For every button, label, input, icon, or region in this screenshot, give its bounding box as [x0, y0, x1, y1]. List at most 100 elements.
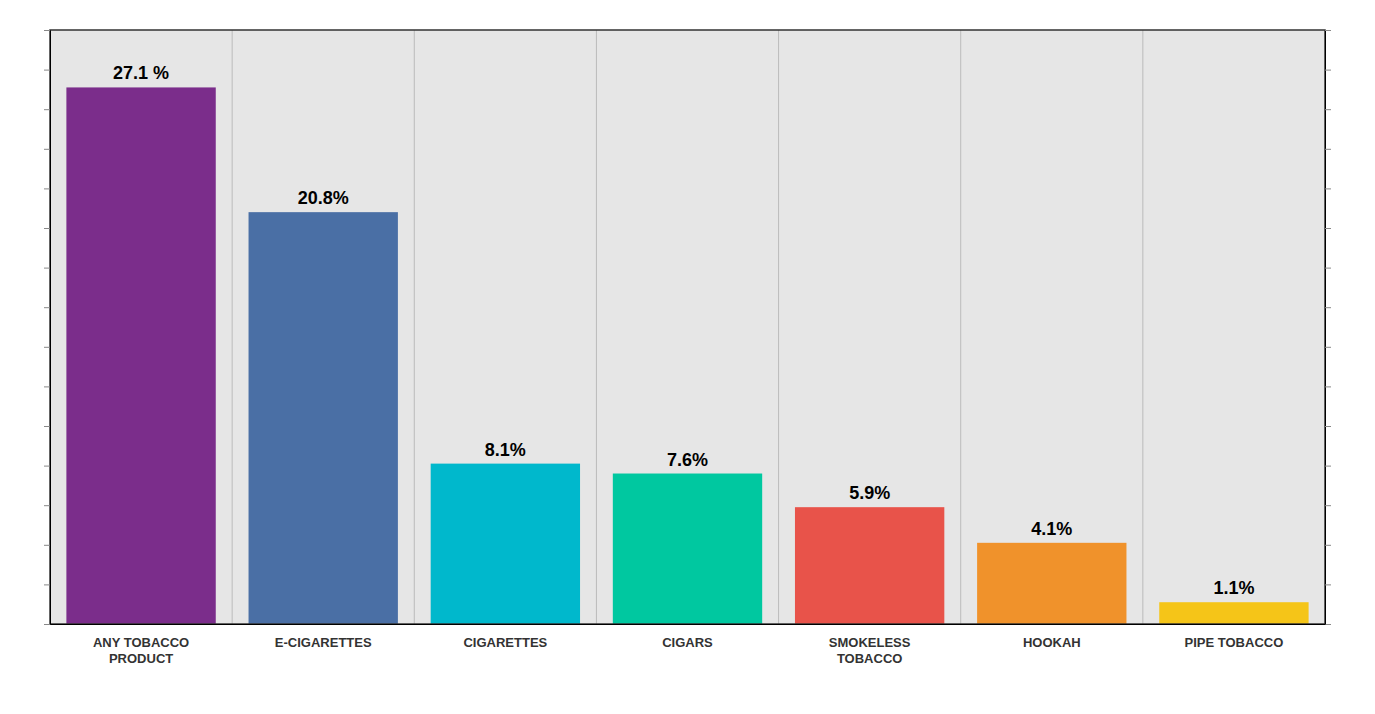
plot: ANY TOBACCOPRODUCT E-CIGARETTES CIGARETTES… [44, 30, 1331, 666]
tick-mark [1325, 347, 1331, 348]
plot-background [50, 30, 1325, 624]
tick-mark [1325, 386, 1331, 387]
separator [960, 30, 961, 624]
tick [44, 70, 50, 71]
tick [44, 347, 50, 348]
tick [44, 30, 50, 31]
tick [44, 505, 50, 506]
bar [66, 87, 215, 624]
data-label: 8.1% [485, 440, 526, 460]
axis-line [1325, 31, 1326, 625]
tick-mark [1325, 30, 1331, 31]
tick [1325, 386, 1331, 387]
bars [66, 87, 1308, 624]
tick-mark [1325, 505, 1331, 506]
x-axis: ANY TOBACCOPRODUCT E-CIGARETTES CIGARETTES… [51, 625, 1326, 666]
tick-mark [44, 466, 50, 467]
data-label: 5.9% [849, 483, 890, 503]
tick [44, 109, 50, 110]
separator [232, 30, 233, 624]
tick [1325, 545, 1331, 546]
separator [596, 30, 597, 624]
tick-mark [1325, 109, 1331, 110]
tick [1325, 109, 1331, 110]
bar [613, 474, 762, 624]
tick-mark [44, 386, 50, 387]
tick-mark [44, 505, 50, 506]
tick-mark [44, 426, 50, 427]
tick [1325, 188, 1331, 189]
axis-line [51, 624, 1326, 625]
tick [44, 584, 50, 585]
tick-mark [44, 188, 50, 189]
tick [1325, 347, 1331, 348]
tick [44, 188, 50, 189]
separator [778, 30, 779, 624]
tick [1325, 149, 1331, 150]
tick-mark [44, 228, 50, 229]
tick: E-CIGARETTES [275, 635, 372, 650]
tick-mark [44, 347, 50, 348]
tick-mark [44, 268, 50, 269]
tick [44, 149, 50, 150]
bar [249, 212, 398, 624]
tick [1325, 228, 1331, 229]
tick-mark [1325, 307, 1331, 308]
separator [1142, 30, 1143, 624]
tick-mark [1325, 188, 1331, 189]
separator [414, 30, 415, 624]
tick [44, 466, 50, 467]
tick-mark [1325, 584, 1331, 585]
data-labels: 27.1 %20.8%8.1%7.6%5.9%4.1%1.1% [113, 63, 1254, 598]
tick [1325, 30, 1331, 31]
tick [1325, 426, 1331, 427]
tick-mark [44, 70, 50, 71]
tick [44, 268, 50, 269]
tick-mark [44, 30, 50, 31]
tick-mark [1325, 70, 1331, 71]
tick-mark [44, 584, 50, 585]
tick-mark [1325, 228, 1331, 229]
tick-mark [1325, 545, 1331, 546]
tick [44, 386, 50, 387]
y-axis-left [44, 31, 51, 625]
tick-label: E-CIGARETTES [275, 635, 372, 650]
tick [1325, 70, 1331, 71]
tick-label: SMOKELESSTOBACCO [829, 635, 911, 666]
tick [1325, 307, 1331, 308]
tick: CIGARETTES [463, 635, 547, 650]
bar [795, 507, 944, 624]
axis-line [50, 31, 51, 625]
bar [1159, 602, 1308, 624]
tick-mark [1325, 268, 1331, 269]
bar [431, 464, 580, 624]
tick [1325, 466, 1331, 467]
tick-mark [1325, 466, 1331, 467]
tick-label: PIPE TOBACCO [1185, 635, 1284, 650]
tick-label: CIGARS [662, 635, 713, 650]
chart: ANY TOBACCOPRODUCT E-CIGARETTES CIGARETTES… [0, 0, 1375, 714]
tick-label: ANY TOBACCOPRODUCT [93, 635, 189, 666]
tick [1325, 584, 1331, 585]
tick-mark [1325, 149, 1331, 150]
tick [44, 228, 50, 229]
bar [977, 543, 1126, 624]
tick-mark [44, 149, 50, 150]
tick [1325, 268, 1331, 269]
tick [44, 624, 50, 625]
tick-mark [44, 307, 50, 308]
tick-label: CIGARETTES [463, 635, 547, 650]
tick: HOOKAH [1023, 635, 1081, 650]
data-label: 20.8% [298, 188, 349, 208]
tick [44, 545, 50, 546]
tick [44, 426, 50, 427]
tick-mark [1325, 426, 1331, 427]
tick: SMOKELESSTOBACCO [829, 635, 911, 666]
tick-mark [44, 624, 50, 625]
y-axis-right [1325, 31, 1331, 625]
tick [44, 307, 50, 308]
data-label: 27.1 % [113, 63, 169, 83]
tick-mark [1325, 624, 1331, 625]
tick: CIGARS [662, 635, 713, 650]
tick-mark [44, 545, 50, 546]
